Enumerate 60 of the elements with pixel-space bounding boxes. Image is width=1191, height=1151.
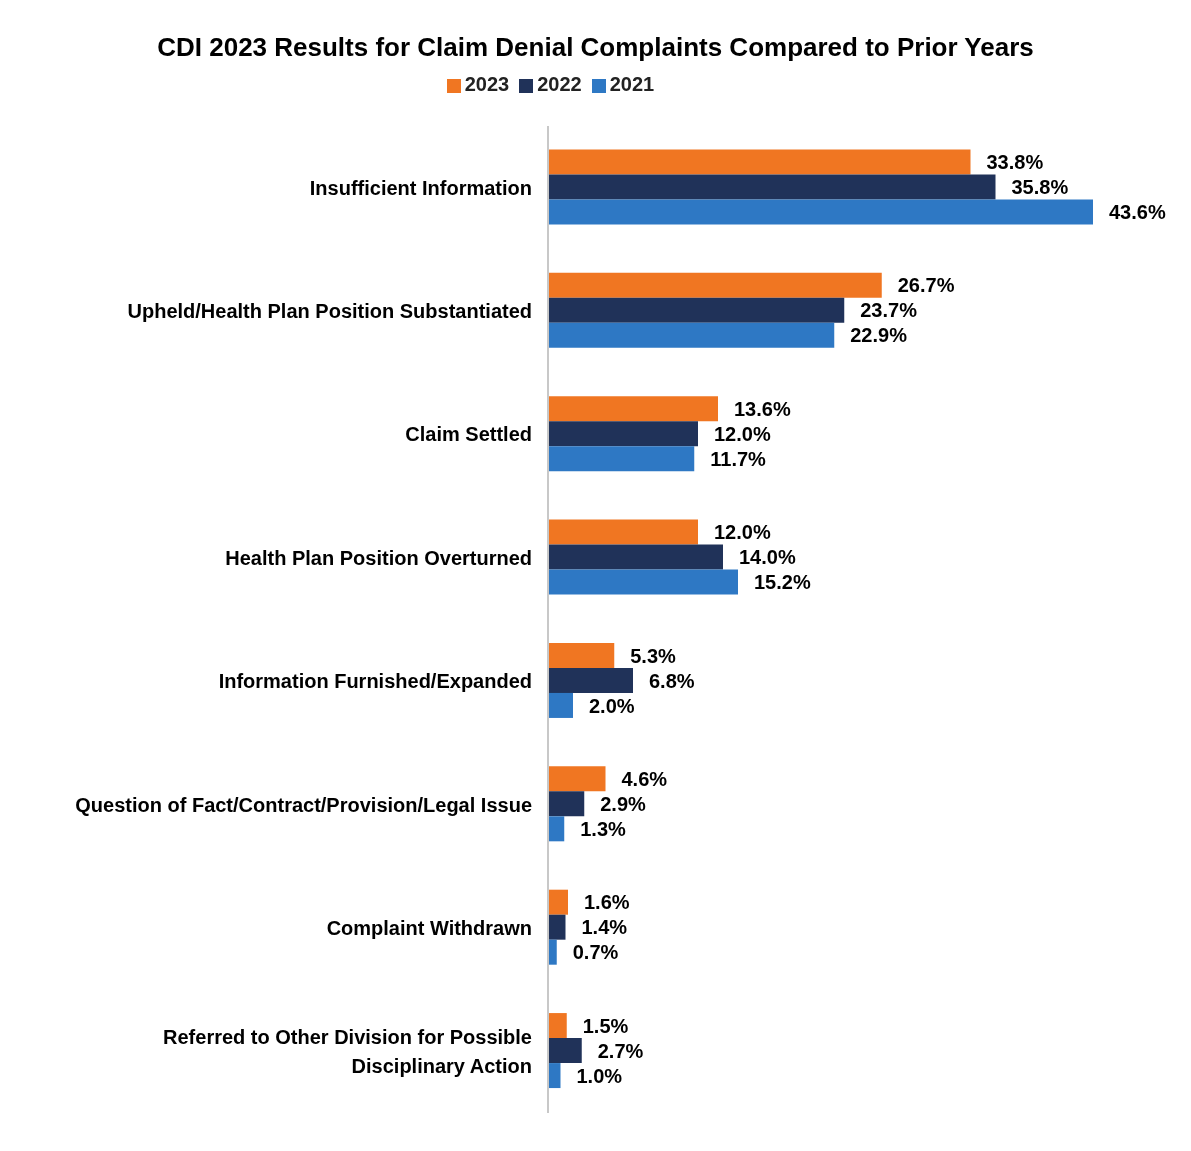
y-tick-label: Complaint Withdrawn	[326, 916, 532, 939]
data-label: 23.7%	[860, 299, 918, 322]
bar	[548, 667, 633, 693]
bar	[548, 642, 615, 668]
y-tick-label: Health Plan Position Overturned	[225, 546, 532, 569]
bar	[548, 421, 698, 447]
data-label: 2.0%	[589, 694, 635, 717]
chart-title: CDI 2023 Results for Claim Denial Complaints Compared to Prior Years	[156, 31, 1035, 63]
bar	[548, 939, 557, 965]
data-label: 43.6%	[1109, 201, 1166, 224]
y-tick-label: Referred to Other Division for Possible Disciplinary Action	[163, 1025, 532, 1077]
bar	[548, 692, 573, 718]
bar	[548, 174, 996, 200]
bar	[548, 1063, 561, 1089]
bar	[548, 322, 835, 348]
data-label: 1.6%	[584, 891, 630, 914]
data-label: 15.2%	[754, 571, 811, 594]
data-label: 22.9%	[850, 324, 908, 347]
bar	[548, 1013, 567, 1039]
bar	[548, 544, 723, 570]
bar	[548, 519, 698, 545]
bar	[548, 396, 718, 422]
data-label: 4.6%	[621, 767, 668, 790]
bar	[548, 889, 568, 915]
data-label: 12.0%	[714, 521, 771, 544]
bar	[548, 1038, 582, 1064]
bar	[548, 199, 1093, 225]
data-label: 0.7%	[572, 941, 619, 964]
data-label: 2.7%	[597, 1039, 644, 1062]
y-tick-label: Insufficient Information	[309, 176, 532, 199]
legend-label: 2022	[537, 73, 582, 95]
legend-label: 2023	[464, 73, 510, 95]
bar	[548, 914, 566, 940]
data-label: 13.6%	[734, 397, 791, 420]
data-label: 6.8%	[649, 669, 695, 692]
y-tick-label: Information Furnished/Expanded	[218, 670, 532, 693]
legend-label: 2021	[609, 73, 655, 95]
bar	[548, 569, 738, 595]
data-label: 1.3%	[580, 817, 627, 840]
data-label: 12.0%	[714, 422, 771, 445]
data-label: 2.9%	[600, 792, 647, 815]
data-label: 1.4%	[581, 916, 628, 939]
bar	[548, 149, 971, 175]
data-label: 11.7%	[710, 447, 767, 470]
y-tick-label: Claim Settled	[405, 423, 532, 446]
data-label: 35.8%	[1011, 176, 1069, 199]
bar	[548, 816, 565, 842]
bar	[548, 297, 845, 323]
bar	[548, 766, 606, 792]
y-tick-label: Question of Fact/Contract/Provision/Legal Issue	[75, 793, 532, 816]
data-label: 14.0%	[739, 546, 796, 569]
data-label: 5.3%	[630, 644, 677, 667]
data-label: 26.7%	[897, 274, 955, 297]
data-label: 1.0%	[576, 1064, 623, 1087]
bar	[548, 272, 882, 298]
data-label: 33.8%	[986, 151, 1044, 174]
data-label: 1.5%	[582, 1014, 629, 1037]
y-tick-label: Upheld/Health Plan Position Substantiated	[127, 300, 532, 323]
bar	[548, 791, 585, 817]
bar	[548, 446, 695, 472]
